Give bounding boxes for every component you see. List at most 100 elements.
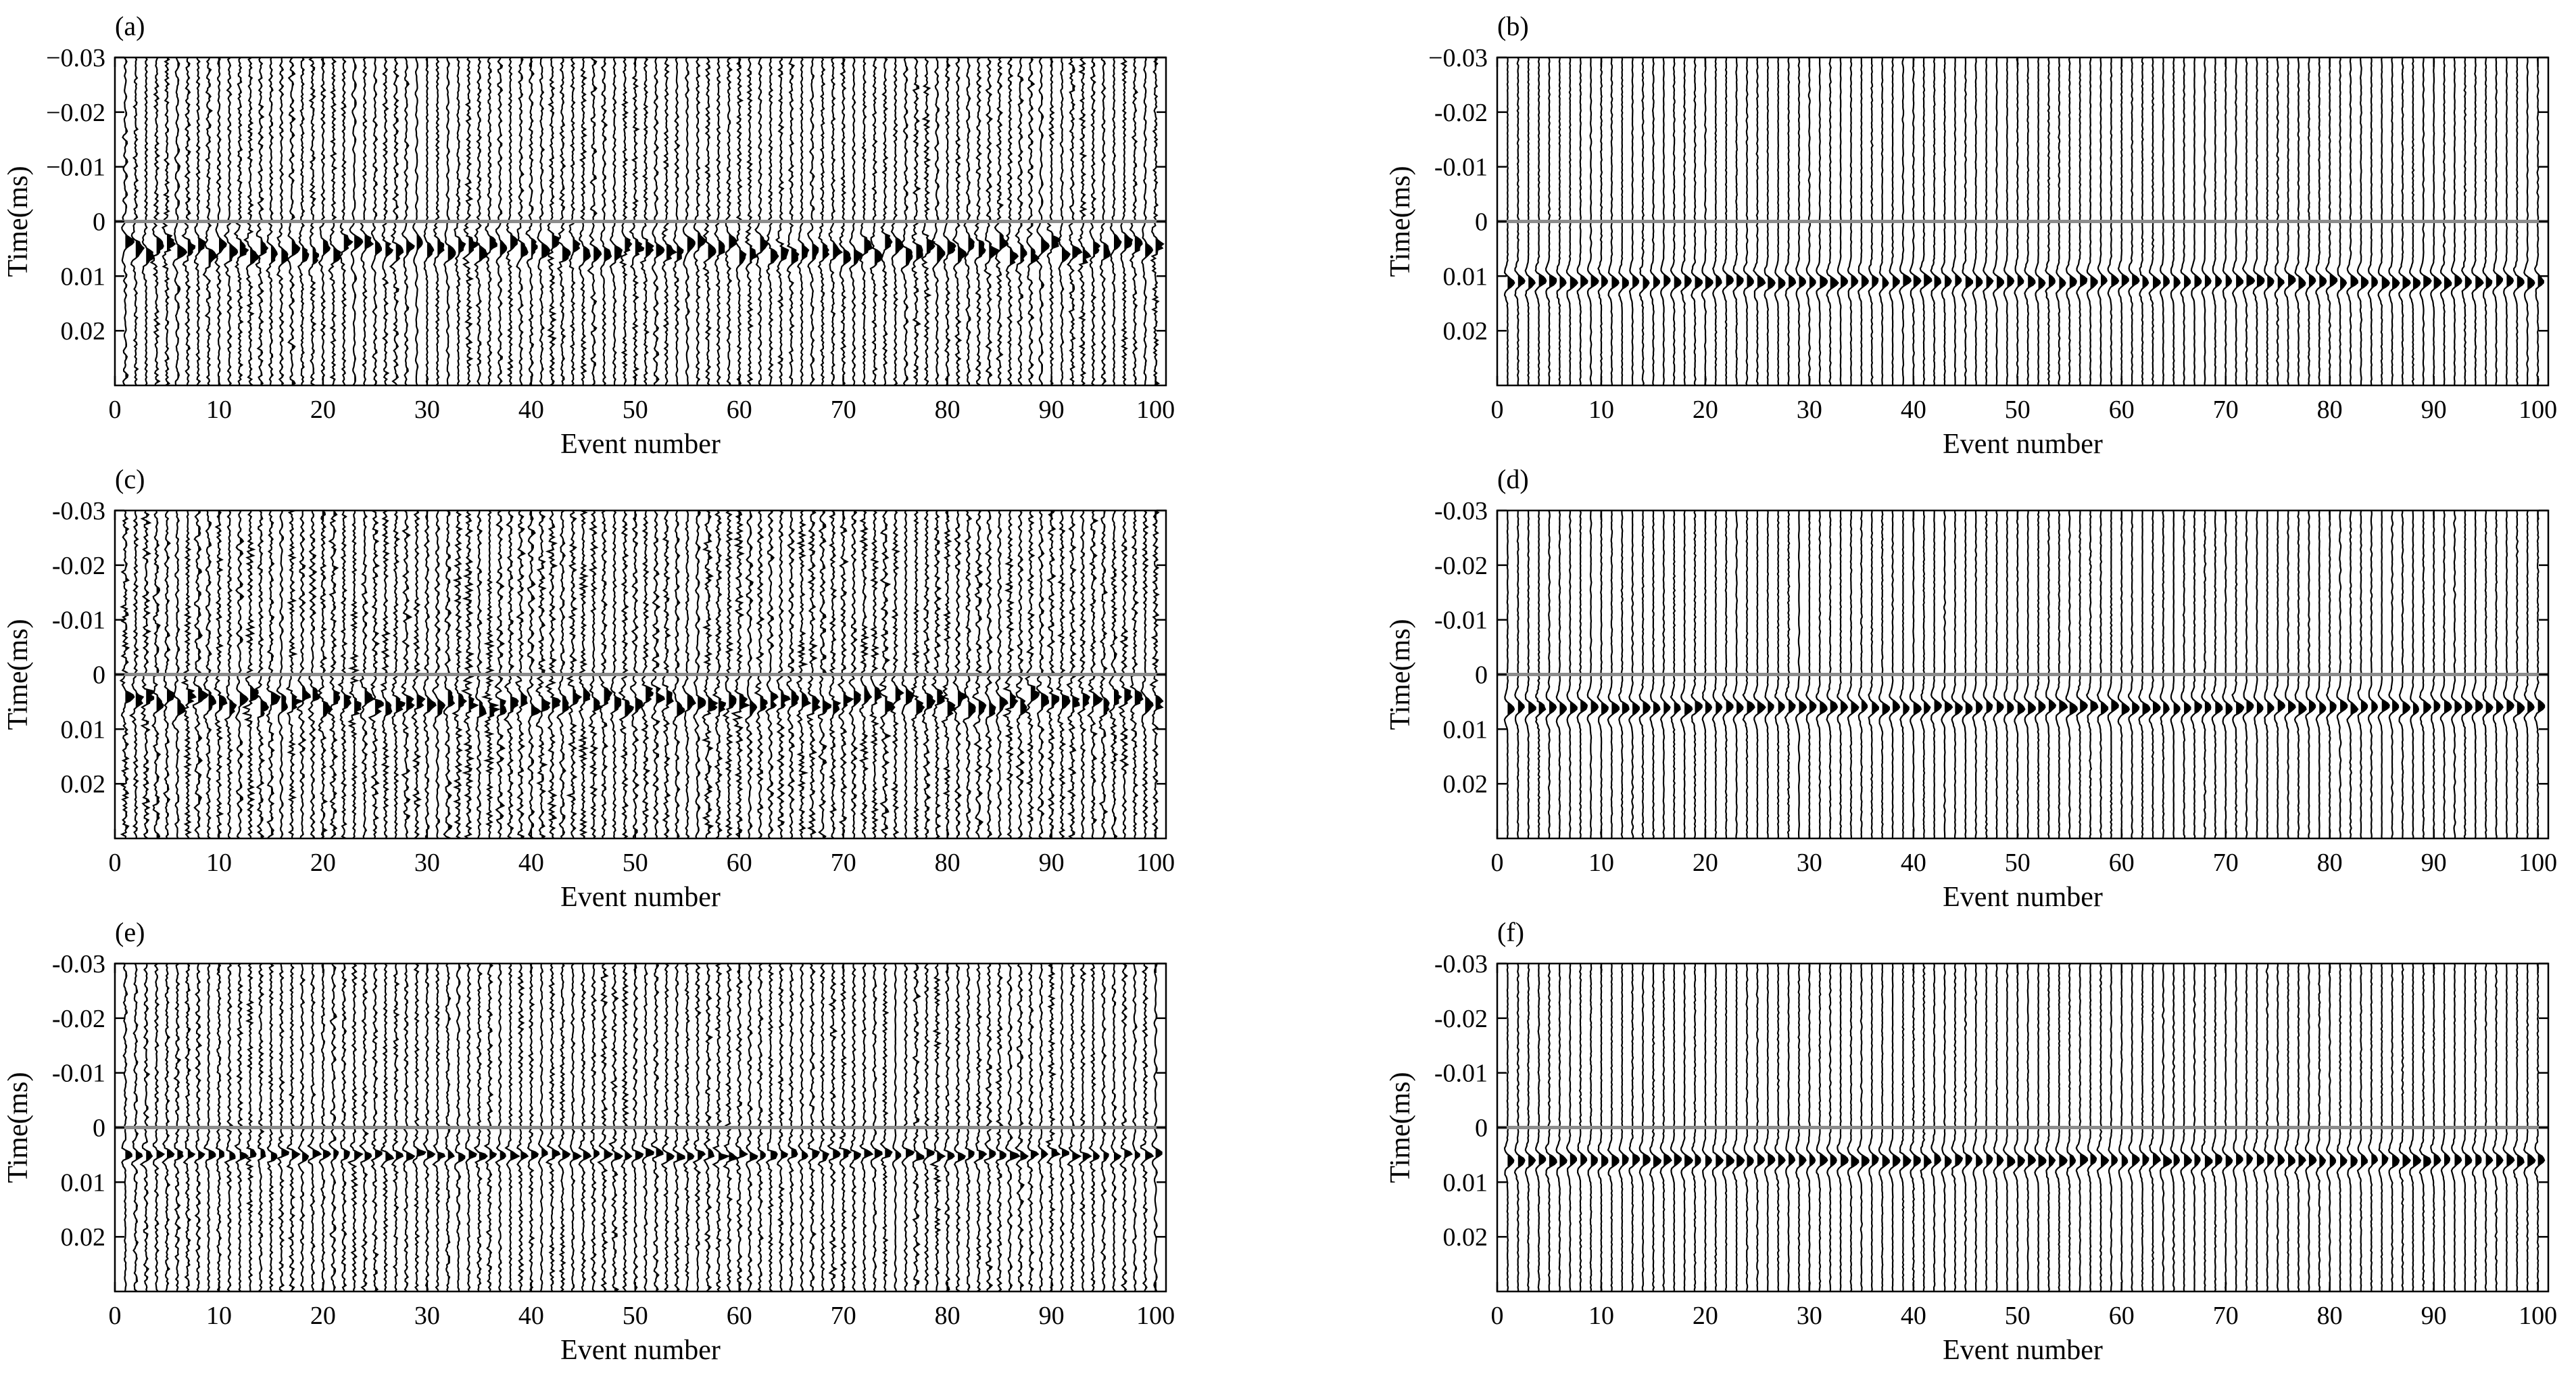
- y-tick-label: 0.01: [1443, 715, 1488, 744]
- x-tick-label: 50: [2005, 396, 2031, 424]
- y-tick-label: -0.03: [1434, 497, 1488, 525]
- trace-fill: [791, 964, 798, 1291]
- x-tick-label: 30: [1797, 849, 1822, 877]
- x-tick-label: 80: [935, 396, 961, 424]
- x-tick-label: 90: [2421, 396, 2447, 424]
- y-tick-label: −0.03: [46, 44, 105, 72]
- x-tick-label: 40: [518, 849, 544, 877]
- x-tick-label: 50: [623, 396, 648, 424]
- x-tick-label: 80: [2317, 849, 2343, 877]
- y-tick-label: 0.01: [1443, 1168, 1488, 1197]
- y-tick-label: -0.02: [1434, 552, 1488, 580]
- y-tick-label: −0.01: [46, 153, 105, 182]
- x-tick-label: 40: [518, 396, 544, 424]
- panel-label: (d): [1497, 464, 1529, 494]
- x-tick-label: 70: [2213, 396, 2239, 424]
- x-tick-label: 30: [414, 849, 440, 877]
- x-tick-label: 40: [1901, 1302, 1926, 1330]
- x-tick-label: 60: [2109, 849, 2135, 877]
- y-axis-label: Time(ms): [1385, 619, 1416, 730]
- y-tick-label: 0.02: [61, 1223, 106, 1252]
- y-tick-label: -0.01: [52, 1060, 105, 1088]
- trace-fill: [1041, 57, 1049, 385]
- x-tick-label: 20: [310, 396, 336, 424]
- x-tick-label: 70: [2213, 849, 2239, 877]
- x-tick-label: 100: [1136, 396, 1175, 424]
- x-axis-label: Event number: [1943, 429, 2103, 460]
- x-tick-label: 0: [109, 849, 122, 877]
- y-axis-label: Time(ms): [1385, 1072, 1416, 1183]
- x-tick-label: 20: [1693, 1302, 1718, 1330]
- x-tick-label: 30: [1797, 1302, 1822, 1330]
- x-tick-label: 80: [935, 1302, 961, 1330]
- x-tick-label: 80: [935, 849, 961, 877]
- x-tick-label: 10: [1588, 1302, 1614, 1330]
- x-tick-label: 90: [2421, 1302, 2447, 1330]
- x-tick-label: 60: [2109, 1302, 2135, 1330]
- y-tick-label: 0.02: [61, 317, 106, 346]
- panel-e: 0 10 20 30 40 50 60 70 80 90 100 -0.03 -0.02 -0.01 0 0.…: [3, 917, 1175, 1366]
- x-axis-label: Event number: [560, 429, 721, 460]
- y-tick-label: −0.03: [1428, 44, 1488, 72]
- x-tick-label: 100: [1136, 1302, 1175, 1330]
- y-tick-label: -0.03: [52, 497, 105, 525]
- y-tick-label: -0.02: [52, 552, 105, 580]
- y-tick-label: 0: [93, 661, 105, 690]
- x-tick-label: 60: [727, 396, 752, 424]
- panel-c: 0 10 20 30 40 50 60 70 80 90 100 -0.03 -0.02 -0.01 0 0.…: [3, 464, 1175, 913]
- y-tick-label: −0.02: [46, 99, 105, 127]
- x-tick-label: 80: [2317, 1302, 2343, 1330]
- x-tick-label: 70: [831, 1302, 856, 1330]
- x-tick-label: 100: [2519, 849, 2557, 877]
- x-tick-label: 50: [2005, 849, 2031, 877]
- x-tick-label: 20: [1693, 396, 1718, 424]
- y-tick-label: 0: [93, 1114, 105, 1143]
- x-tick-label: 60: [727, 849, 752, 877]
- y-tick-label: 0.01: [61, 262, 106, 291]
- trace-fill: [260, 57, 268, 385]
- x-tick-label: 50: [623, 1302, 648, 1330]
- y-axis-label: Time(ms): [1385, 166, 1416, 277]
- y-tick-label: -0.01: [1434, 153, 1488, 182]
- trace-fill: [677, 511, 685, 838]
- trace-fill: [500, 511, 506, 838]
- trace-fill: [916, 964, 924, 1291]
- x-tick-label: 0: [109, 1302, 122, 1330]
- trace-fill: [208, 511, 216, 838]
- y-tick-label: -0.02: [1434, 1005, 1488, 1033]
- x-tick-label: 90: [1039, 849, 1065, 877]
- x-tick-label: 70: [2213, 1302, 2239, 1330]
- x-tick-label: 20: [310, 849, 336, 877]
- panel-f: 0 10 20 30 40 50 60 70 80 90 100 -0.03 -0.02 -0.01 0 0.…: [1385, 917, 2557, 1366]
- y-tick-label: 0: [1475, 661, 1488, 690]
- x-tick-label: 30: [1797, 396, 1822, 424]
- x-tick-label: 10: [206, 849, 232, 877]
- y-tick-label: 0.02: [1443, 770, 1488, 799]
- x-tick-label: 50: [623, 849, 648, 877]
- y-tick-label: 0: [93, 208, 105, 237]
- x-tick-label: 70: [831, 849, 856, 877]
- x-tick-label: 70: [831, 396, 856, 424]
- panel-label: (b): [1497, 11, 1529, 41]
- panel-d: 0 10 20 30 40 50 60 70 80 90 100 -0.03 -0.02 -0.01 0 0.…: [1385, 464, 2557, 913]
- x-tick-label: 50: [2005, 1302, 2031, 1330]
- y-axis-label: Time(ms): [3, 166, 34, 277]
- x-tick-label: 0: [1491, 849, 1504, 877]
- x-tick-label: 60: [2109, 396, 2135, 424]
- y-axis-label: Time(ms): [3, 1072, 34, 1183]
- x-axis-label: Event number: [560, 1335, 721, 1366]
- x-tick-label: 90: [2421, 849, 2447, 877]
- y-tick-label: 0.01: [61, 1168, 106, 1197]
- x-tick-label: 0: [1491, 1302, 1504, 1330]
- x-tick-label: 90: [1039, 396, 1065, 424]
- x-tick-label: 90: [1039, 1302, 1065, 1330]
- trace-fill: [364, 964, 372, 1291]
- y-tick-label: -0.03: [52, 950, 105, 978]
- x-tick-label: 10: [206, 396, 232, 424]
- trace-fill: [270, 57, 277, 385]
- y-tick-label: 0.01: [61, 715, 106, 744]
- x-tick-label: 30: [414, 396, 440, 424]
- y-tick-label: 0.02: [61, 770, 106, 799]
- panel-a: 0 10 20 30 40 50 60 70 80 90 100 −0.03 −0.02 −0.01 0 0.…: [3, 11, 1175, 460]
